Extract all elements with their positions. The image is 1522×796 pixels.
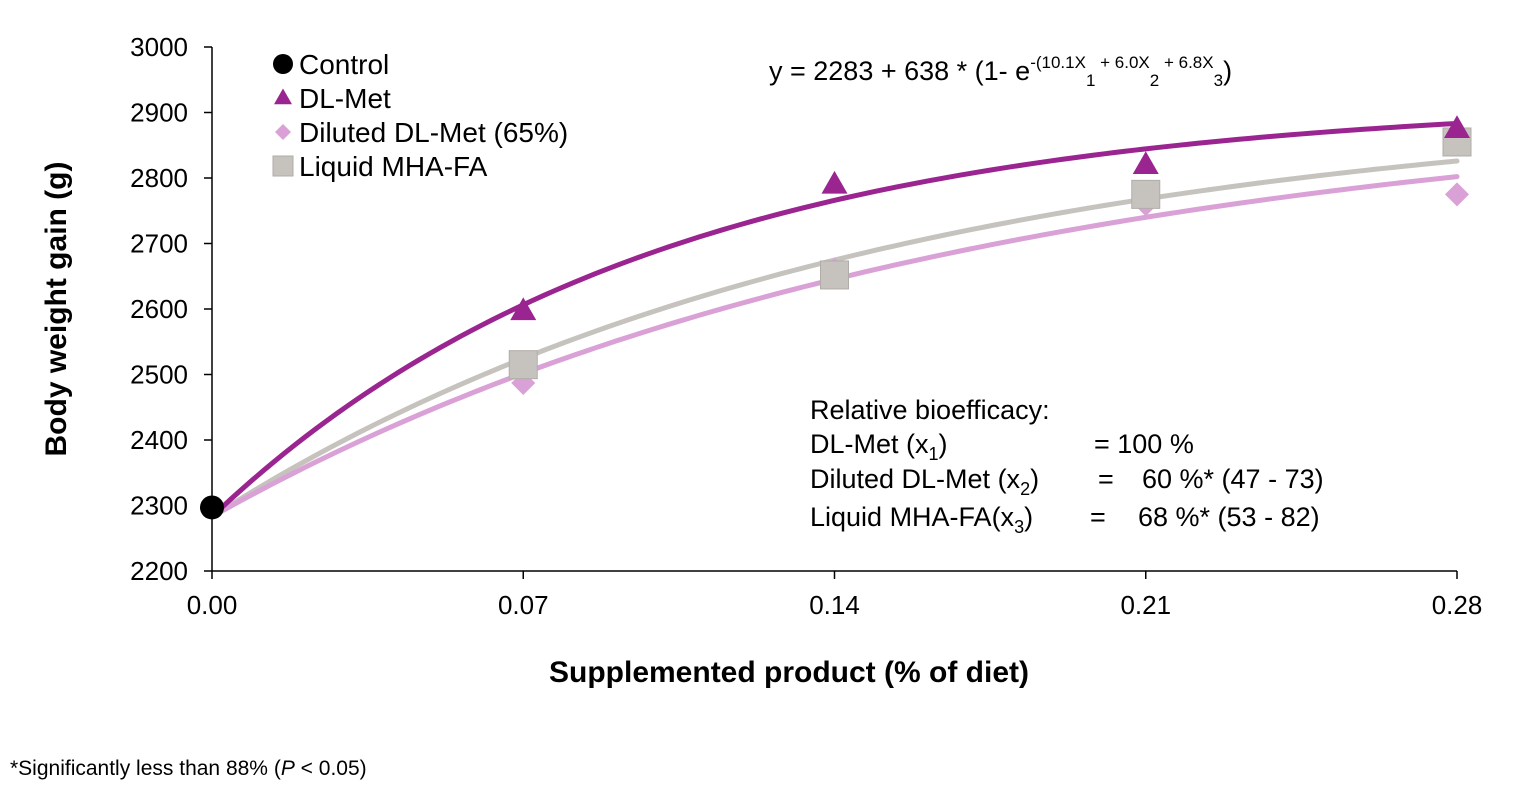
legend-marker xyxy=(274,88,292,105)
footnote: *Significantly less than 88% (P < 0.05) xyxy=(10,757,367,780)
x-axis-ticks: 0.00 0.07 0.14 0.21 0.28 xyxy=(187,571,1483,620)
x-axis-title: Supplemented product (% of diet) xyxy=(549,656,1029,689)
y-tick-label: 2600 xyxy=(130,294,188,324)
bioefficacy-row-diluted: Diluted DL-Met (x2) xyxy=(810,464,1039,499)
equation-exponent-a: -(10.1X xyxy=(1030,53,1086,72)
data-point xyxy=(820,260,849,290)
y-tick-label: 2900 xyxy=(130,98,188,128)
x-tick-label: 0.00 xyxy=(187,590,238,620)
data-point xyxy=(821,170,848,194)
equation-subscript-1: 1 xyxy=(1086,71,1095,90)
y-tick-label: 2500 xyxy=(130,360,188,390)
bioefficacy-value-diluted: 60 %* (47 - 73) xyxy=(1142,464,1324,494)
bioefficacy-subscript: 1 xyxy=(929,444,939,464)
bioefficacy-subscript: 2 xyxy=(1020,479,1030,499)
bioefficacy-eq-diluted: = xyxy=(1098,464,1114,494)
data-point xyxy=(1445,182,1469,207)
data-point xyxy=(1444,115,1470,138)
bioefficacy-subscript: 3 xyxy=(1014,517,1024,537)
legend-marker xyxy=(275,124,291,140)
legend-marker xyxy=(273,54,293,74)
bioefficacy-close: ) xyxy=(1030,464,1039,494)
bioefficacy-row-dlmet: DL-Met (x1) xyxy=(810,429,948,464)
footnote-p: P xyxy=(281,757,295,780)
data-point xyxy=(200,495,224,520)
equation-subscript-2: 2 xyxy=(1150,71,1159,90)
x-tick-label: 0.28 xyxy=(1432,590,1483,620)
y-tick-label: 3000 xyxy=(130,32,188,62)
legend-label: DL-Met xyxy=(299,83,391,114)
fit-curve xyxy=(209,120,1460,520)
data-point xyxy=(1132,151,1159,174)
bioefficacy-heading: Relative bioefficacy: xyxy=(810,395,1050,425)
bioefficacy-eq-mhafa: = xyxy=(1090,502,1106,532)
equation-tail: ) xyxy=(1223,56,1232,86)
legend-label: Control xyxy=(299,49,389,80)
bioefficacy-box: Relative bioefficacy: DL-Met (x1) = 100 … xyxy=(810,395,1324,537)
bioefficacy-close: ) xyxy=(1024,502,1033,532)
footnote-post: < 0.05) xyxy=(295,757,367,780)
y-axis-title: Body weight gain (g) xyxy=(40,162,73,457)
footnote-pre: *Significantly less than 88% ( xyxy=(10,757,281,780)
bioefficacy-label: Liquid MHA-FA(x xyxy=(810,502,1015,532)
bioefficacy-close: ) xyxy=(939,429,948,459)
equation-exponent-b: + 6.0X xyxy=(1095,53,1149,72)
x-tick-label: 0.14 xyxy=(809,590,860,620)
legend-label: Diluted DL-Met (65%) xyxy=(299,117,568,148)
fit-equation: y = 2283 + 638 * (1- e-(10.1X1 + 6.0X2 +… xyxy=(769,53,1232,90)
equation-exponent-c: + 6.8X xyxy=(1159,53,1213,72)
data-point xyxy=(510,297,537,321)
bioefficacy-value-mhafa: 68 %* (53 - 82) xyxy=(1138,502,1320,532)
bioefficacy-value-dlmet: = 100 % xyxy=(1094,429,1194,459)
x-tick-label: 0.07 xyxy=(498,590,549,620)
legend-marker xyxy=(272,155,294,177)
data-point xyxy=(1131,179,1161,209)
y-axis-ticks: 2200 2300 2400 2500 2600 2700 2800 2900 3000 xyxy=(130,32,212,586)
data-point xyxy=(508,350,538,380)
legend-label: Liquid MHA-FA xyxy=(299,151,488,182)
equation-subscript-3: 3 xyxy=(1214,71,1223,90)
y-tick-label: 2300 xyxy=(130,491,188,521)
data-markers xyxy=(200,115,1472,520)
x-tick-label: 0.21 xyxy=(1120,590,1171,620)
equation-lead: y = 2283 + 638 * (1- e xyxy=(769,56,1030,86)
y-tick-label: 2700 xyxy=(130,229,188,259)
y-tick-label: 2200 xyxy=(130,556,188,586)
y-tick-label: 2800 xyxy=(130,163,188,193)
bioefficacy-label: DL-Met (x xyxy=(810,429,929,459)
bioefficacy-row-mhafa: Liquid MHA-FA(x3) xyxy=(810,502,1033,537)
bioefficacy-label: Diluted DL-Met (x xyxy=(810,464,1021,494)
y-tick-label: 2400 xyxy=(130,425,188,455)
